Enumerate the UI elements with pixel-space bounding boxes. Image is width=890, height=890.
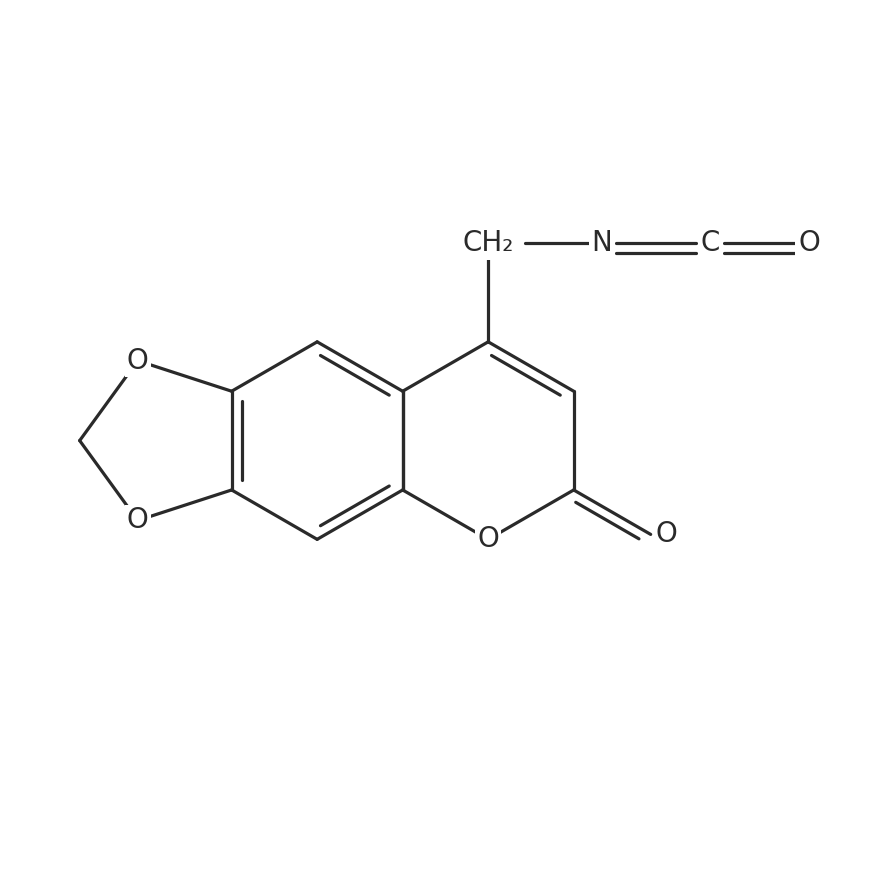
Text: O: O [477, 525, 499, 554]
Text: N: N [591, 229, 612, 257]
Text: O: O [127, 506, 149, 535]
Text: O: O [798, 229, 820, 257]
Text: O: O [655, 521, 676, 548]
Text: C: C [700, 229, 720, 257]
Text: CH₂: CH₂ [463, 229, 514, 257]
Text: O: O [127, 347, 149, 375]
